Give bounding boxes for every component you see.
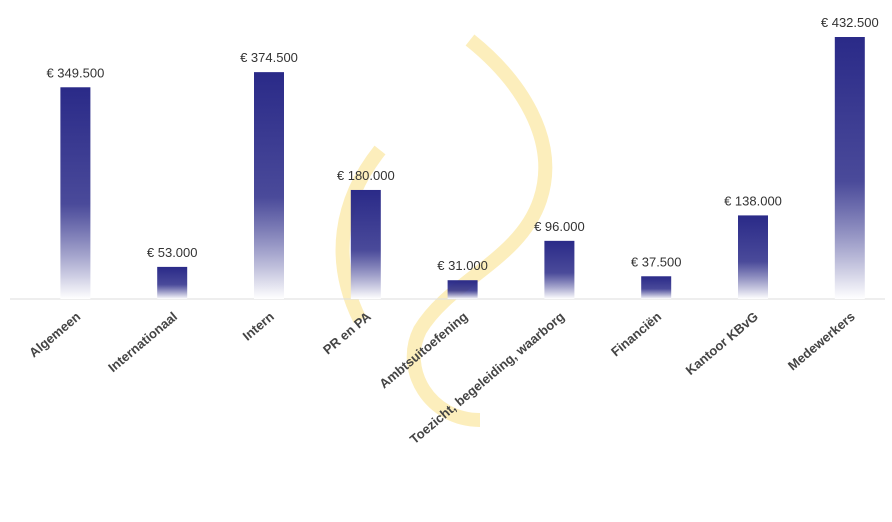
x-tick-label: Toezicht, begeleiding, waarborg [407, 309, 568, 447]
bar [641, 276, 671, 299]
x-tick-label: Kantoor KBvG [683, 309, 761, 378]
x-tick-label: PR en PA [320, 308, 374, 357]
value-label: € 31.000 [437, 258, 488, 273]
bar [448, 280, 478, 299]
x-tick-label: Internationaal [105, 309, 180, 375]
x-tick-label: Financiën [608, 309, 664, 360]
bar [351, 190, 381, 299]
bar [544, 241, 574, 299]
value-label: € 349.500 [46, 65, 104, 80]
bar [60, 87, 90, 299]
value-label: € 180.000 [337, 168, 395, 183]
bar [157, 267, 187, 299]
bar [738, 215, 768, 299]
value-label: € 96.000 [534, 219, 585, 234]
chart: € 349.500 Algemeen € 53.000 Internationaal €… [0, 0, 892, 522]
bar [254, 72, 284, 299]
value-label: € 432.500 [821, 15, 879, 30]
value-label: € 138.000 [724, 193, 782, 208]
x-tick-label: Intern [240, 309, 277, 344]
x-tick-label: Medewerkers [785, 309, 858, 373]
value-label: € 53.000 [147, 245, 198, 260]
bar [835, 37, 865, 299]
x-tick-label: Algemeen [26, 309, 83, 360]
value-label: € 37.500 [631, 254, 682, 269]
value-label: € 374.500 [240, 50, 298, 65]
